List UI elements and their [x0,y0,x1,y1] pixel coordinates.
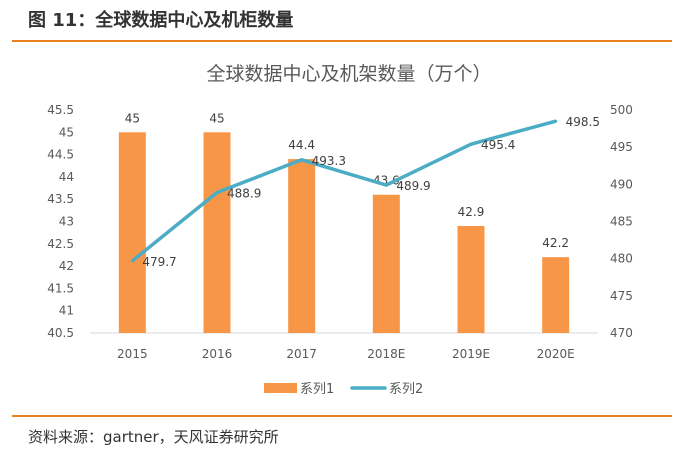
legend-swatch-series1 [264,383,297,393]
bar [203,132,231,333]
source-note: 资料来源：gartner，天风证券研究所 [28,428,279,446]
y-left-tick: 42.5 [47,237,74,251]
line-point [469,142,473,146]
line-data-label: 488.9 [227,187,261,201]
y-right-tick: 495 [610,140,633,154]
line-data-label: 493.3 [312,154,346,168]
bar [288,159,316,333]
y-left-tick: 45.5 [47,103,74,117]
line-data-label: 479.7 [142,255,176,269]
bar [118,132,146,333]
legend-label-series1: 系列1 [300,382,334,397]
bar-data-label: 45 [125,111,140,125]
y-left-tick: 43.5 [47,192,74,206]
x-tick: 2020E [537,347,575,361]
y-left-tick: 43 [59,215,74,229]
line-point [554,119,558,123]
bar-data-label: 42.2 [542,236,569,250]
x-tick: 2019E [452,347,490,361]
y-left-tick: 42 [59,259,74,273]
line-data-label: 498.5 [566,115,600,129]
y-right-tick: 500 [610,103,633,117]
x-tick: 2017 [286,347,317,361]
x-tick: 2016 [202,347,233,361]
y-left-tick: 41.5 [47,281,74,295]
x-tick: 2018E [367,347,405,361]
y-right-tick: 485 [610,215,633,229]
header-rule [12,40,672,42]
y-left-tick: 41 [59,304,74,318]
line-point [215,191,219,195]
footer-rule [12,415,672,417]
legend-label-series2: 系列2 [389,382,423,397]
y-right-tick: 475 [610,289,633,303]
bar [457,225,485,333]
chart-title: 全球数据中心及机架数量（万个） [206,63,491,85]
line-data-label: 489.9 [396,179,430,193]
y-right-tick: 470 [610,326,633,340]
line-point [384,183,388,187]
figure-header: 图 11：全球数据中心及机柜数量 [28,10,294,31]
bar [542,257,570,333]
y-left-tick: 44.5 [47,148,74,162]
line-point [130,259,134,263]
line-point [300,158,304,162]
y-right-tick: 490 [610,177,633,191]
y-left-tick: 44 [59,170,74,184]
x-tick: 2015 [117,347,148,361]
bar [372,194,400,333]
bar-data-label: 44.4 [288,138,315,152]
bar-data-label: 42.9 [458,205,485,219]
y-right-tick: 480 [610,252,633,266]
y-left-tick: 40.5 [47,326,74,340]
line-data-label: 495.4 [481,138,515,152]
y-left-tick: 45 [59,125,74,139]
line-series [131,119,557,263]
bar-data-label: 45 [209,111,224,125]
